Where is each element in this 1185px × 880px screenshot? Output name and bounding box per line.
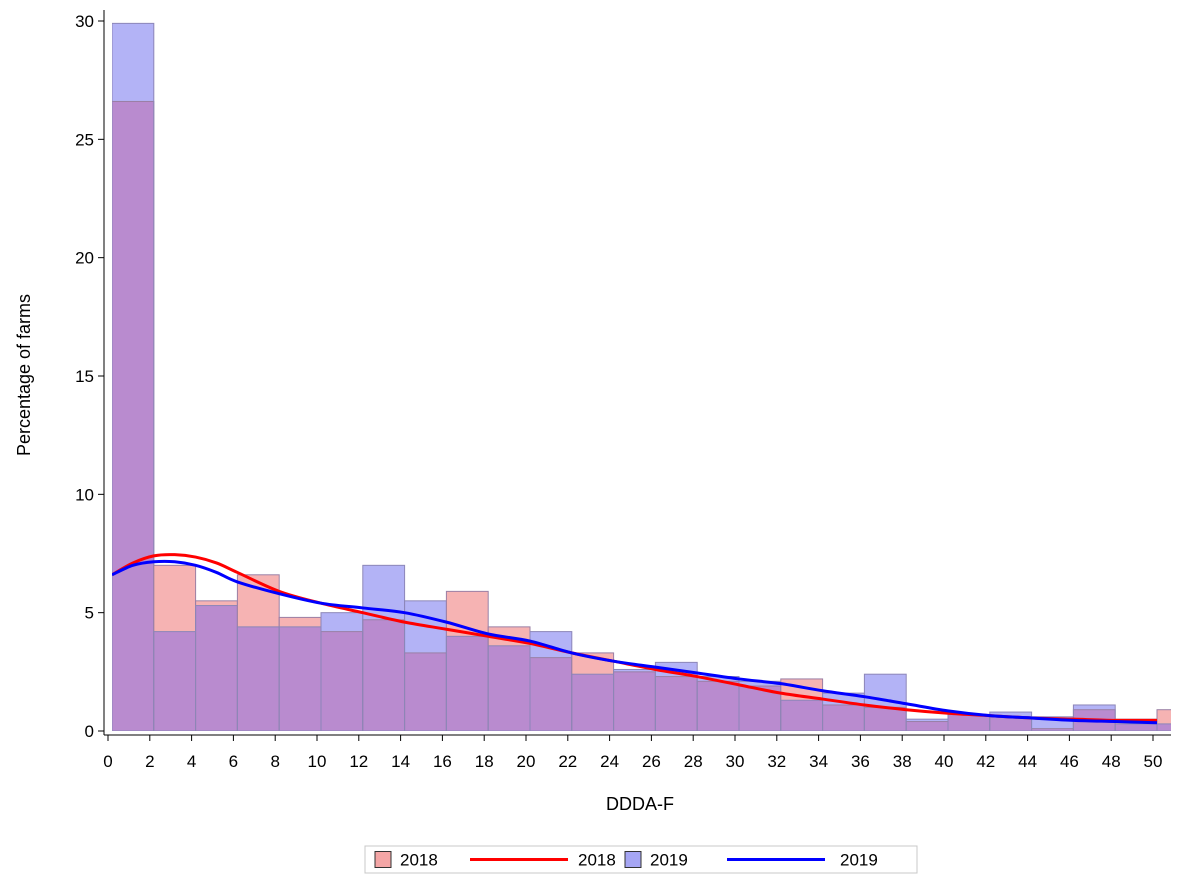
- histogram-bar-excess: [1157, 709, 1171, 724]
- histogram-bar-overlap: [446, 636, 489, 731]
- histogram-bar-overlap: [112, 101, 154, 731]
- x-tick-label: 22: [558, 752, 577, 771]
- histogram-bar-overlap: [404, 652, 447, 731]
- histogram-bar-excess: [989, 712, 1032, 717]
- histogram-bar-overlap: [1157, 723, 1171, 731]
- x-tick-label: 10: [308, 752, 327, 771]
- histogram-bar-overlap: [279, 626, 321, 731]
- x-tick-label: 38: [893, 752, 912, 771]
- y-tick-label: 25: [75, 130, 94, 149]
- legend-label: 2018: [400, 851, 438, 870]
- x-tick-label: 42: [976, 752, 995, 771]
- histogram-bar-overlap: [237, 626, 280, 731]
- x-tick-label: 14: [391, 752, 410, 771]
- histogram-bar-excess: [613, 669, 656, 672]
- histogram-bar-overlap: [321, 631, 363, 731]
- x-axis-title: DDDA-F: [606, 794, 674, 814]
- y-tick-label: 20: [75, 249, 94, 268]
- x-tick-label: 28: [684, 752, 703, 771]
- x-tick-label: 20: [517, 752, 536, 771]
- x-tick-label: 18: [475, 752, 494, 771]
- histogram-bar-excess: [739, 681, 781, 687]
- histogram-bar-excess: [112, 23, 154, 102]
- legend-swatch-box: [374, 851, 392, 868]
- histogram-bar-excess: [906, 719, 948, 722]
- x-tick-label: 40: [935, 752, 954, 771]
- histogram-bar-excess: [822, 693, 865, 705]
- legend-swatch-box: [624, 851, 642, 868]
- y-tick-label: 10: [75, 485, 94, 504]
- x-tick-label: 6: [229, 752, 238, 771]
- histogram-bar-overlap: [195, 605, 238, 731]
- x-tick-label: 48: [1102, 752, 1121, 771]
- x-tick-label: 30: [726, 752, 745, 771]
- x-tick-label: 4: [187, 752, 196, 771]
- y-tick-label: 30: [75, 12, 94, 31]
- y-tick-label: 5: [85, 604, 94, 623]
- x-tick-label: 26: [642, 752, 661, 771]
- legend-label: 2019: [650, 851, 688, 870]
- x-tick-label: 32: [767, 752, 786, 771]
- x-tick-label: 46: [1060, 752, 1079, 771]
- histogram-bar-excess: [1031, 716, 1074, 729]
- histogram-bar-overlap: [780, 700, 823, 731]
- x-tick-label: 8: [270, 752, 279, 771]
- histogram-bar-overlap: [571, 674, 614, 731]
- histogram-bar-overlap: [822, 704, 865, 731]
- histogram-bar-excess: [1073, 704, 1116, 710]
- x-tick-label: 2: [145, 752, 154, 771]
- histogram-bar-overlap: [530, 657, 572, 731]
- histogram-bar-excess: [279, 617, 321, 627]
- x-tick-label: 24: [600, 752, 619, 771]
- x-tick-label: 34: [809, 752, 828, 771]
- histogram-bar-2019: [112, 22, 155, 731]
- legend-label: 2018: [578, 851, 616, 870]
- histogram-bar-overlap: [613, 671, 656, 731]
- histogram-bar-excess: [153, 565, 196, 632]
- histogram-bar-overlap: [1031, 728, 1074, 731]
- histogram-bar-2019: [1156, 723, 1171, 731]
- histogram-bar-overlap: [906, 721, 948, 731]
- histogram-bar-overlap: [697, 681, 739, 731]
- histogram-bar-overlap: [864, 707, 907, 731]
- histogram-bar-overlap: [488, 645, 530, 731]
- histogram-bar-overlap: [362, 619, 405, 731]
- y-tick-label: 15: [75, 367, 94, 386]
- histogram-bar-overlap: [739, 686, 781, 731]
- x-tick-label: 36: [851, 752, 870, 771]
- x-tick-label: 12: [349, 752, 368, 771]
- y-tick-label: 0: [85, 722, 94, 741]
- x-tick-label: 16: [433, 752, 452, 771]
- histogram-bar-excess: [697, 676, 739, 682]
- histogram-bar-overlap: [153, 631, 196, 731]
- x-tick-label: 44: [1018, 752, 1037, 771]
- histogram-bar-overlap: [989, 716, 1032, 731]
- curves-layer: [112, 553, 1158, 725]
- legend-label: 2019: [840, 851, 878, 870]
- density-curve-2019: [112, 559, 1158, 725]
- x-tick-label: 0: [103, 752, 112, 771]
- histogram-bar-overlap: [948, 714, 990, 731]
- histogram-bar-overlap: [1115, 723, 1157, 731]
- histogram-bar-excess: [195, 600, 238, 606]
- histogram-bar-excess: [321, 612, 363, 632]
- bars-layer: [112, 22, 1171, 731]
- y-axis-title: Percentage of farms: [14, 294, 34, 456]
- x-tick-label: 50: [1144, 752, 1163, 771]
- histogram-bar-overlap: [655, 676, 698, 731]
- legend: 2018 2018 2019 2019: [364, 845, 918, 874]
